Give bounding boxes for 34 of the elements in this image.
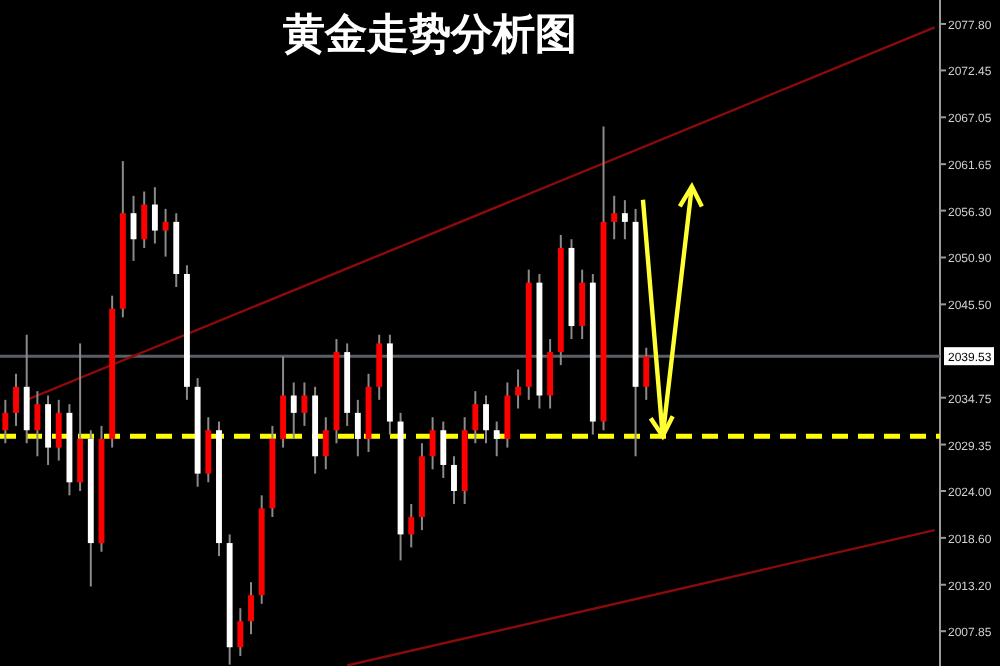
candlestick [162, 207, 169, 258]
candlestick [151, 186, 158, 245]
candlestick [205, 416, 212, 484]
candlestick [504, 381, 511, 449]
candlestick [23, 333, 30, 445]
candlestick [2, 398, 9, 445]
candlestick [77, 342, 84, 492]
candlestick [643, 346, 650, 401]
candlestick [34, 390, 41, 458]
candlestick [248, 581, 254, 636]
candlestick [440, 420, 447, 479]
candlestick [579, 268, 586, 341]
candlestick [280, 355, 287, 449]
candlestick [547, 338, 554, 410]
candlestick [611, 194, 618, 241]
candlestick [483, 394, 489, 445]
candlestick [451, 455, 457, 506]
candlestick [472, 390, 479, 445]
candlestick [515, 368, 522, 410]
candlestick [237, 607, 244, 657]
candlestick [322, 416, 329, 471]
candlestick [354, 398, 361, 458]
candlestick [376, 333, 383, 401]
candlestick [408, 503, 415, 549]
candlestick [55, 398, 62, 462]
candlestick [141, 190, 148, 249]
candlestick [45, 394, 52, 466]
candlestick [290, 381, 297, 440]
candlestick [493, 420, 500, 458]
candlestick [301, 381, 308, 427]
candlestick [429, 416, 436, 471]
candlestick [621, 199, 628, 241]
chart-title: 黄金走势分析图 [281, 8, 577, 58]
candlestick [13, 372, 19, 427]
